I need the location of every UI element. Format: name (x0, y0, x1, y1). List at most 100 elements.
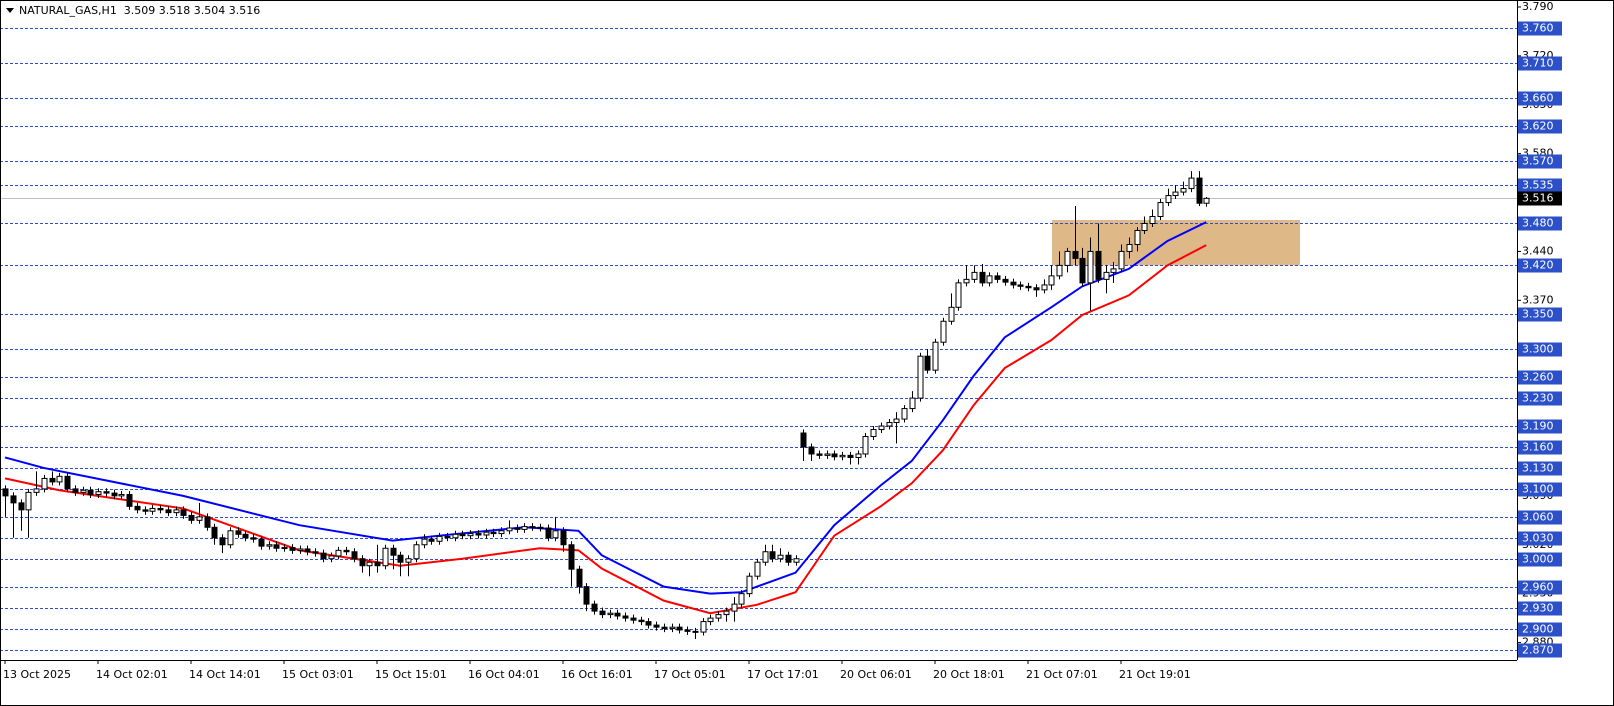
level-label: 2.900 (1522, 623, 1554, 636)
x-tick-label: 14 Oct 02:01 (96, 668, 168, 681)
candle-body (1180, 188, 1187, 193)
candle-body (576, 568, 583, 588)
candle-body (506, 527, 513, 532)
candle-body (204, 516, 211, 528)
candle-body (684, 629, 691, 632)
candle-body (289, 547, 296, 551)
candle-body (72, 488, 79, 493)
candle-body (80, 489, 87, 493)
candle-body (258, 538, 265, 547)
level-label: 3.130 (1522, 462, 1554, 475)
level-label-box (1518, 461, 1562, 476)
candle-body (800, 432, 807, 448)
candle-body (134, 505, 141, 511)
candle-body (552, 530, 559, 539)
candle-body (444, 535, 451, 539)
level-label-box (1518, 307, 1562, 322)
level-label-box (1518, 154, 1562, 169)
menu-arrow (6, 8, 14, 13)
level-label: 3.760 (1522, 22, 1554, 35)
level-label: 3.350 (1522, 308, 1554, 321)
candle-body (986, 275, 993, 284)
level-label-box (1518, 440, 1562, 455)
candle-body (1095, 250, 1102, 280)
x-tick-label: 20 Oct 18:01 (933, 668, 1005, 681)
candle-body (653, 624, 660, 628)
candle-body (669, 626, 676, 630)
candle-body (1064, 250, 1071, 266)
candle-body (227, 530, 234, 546)
level-label: 3.480 (1522, 217, 1554, 230)
level-label-box (1518, 419, 1562, 434)
candle-body (312, 551, 319, 554)
candle-body (1048, 275, 1055, 286)
level-label-box (1518, 482, 1562, 497)
x-tick-label: 16 Oct 16:01 (561, 668, 633, 681)
level-label-box (1518, 342, 1562, 357)
x-tick-label: 21 Oct 07:01 (1026, 668, 1098, 681)
candle-body (994, 275, 1001, 280)
candle-body (909, 397, 916, 410)
level-label: 3.570 (1522, 155, 1554, 168)
candle-body (103, 491, 110, 494)
level-label-box (1518, 119, 1562, 134)
candle-body (10, 495, 17, 504)
candle-body (297, 548, 304, 551)
candle-body (452, 533, 459, 539)
candle-body (25, 491, 32, 511)
candle-body (33, 488, 40, 493)
candle-body (560, 530, 567, 546)
level-label: 3.190 (1522, 420, 1554, 433)
candle-body (824, 453, 831, 456)
candle-body (793, 558, 800, 563)
level-label: 3.535 (1522, 179, 1554, 192)
candle-body (1025, 285, 1032, 289)
level-label: 3.160 (1522, 441, 1554, 454)
level-label: 2.930 (1522, 602, 1554, 615)
level-label-box (1518, 91, 1562, 106)
y-tick-label: 3.790 (1522, 0, 1554, 13)
candle-body (940, 320, 947, 343)
level-label-box (1518, 21, 1562, 36)
candle-body (700, 621, 707, 633)
candle-body (1141, 222, 1148, 231)
candle-body (1041, 284, 1048, 291)
candle-body (211, 526, 218, 539)
level-label: 3.260 (1522, 371, 1554, 384)
candle-body (1188, 177, 1195, 190)
candle-body (839, 454, 846, 458)
candle-body (762, 551, 769, 563)
level-label: 3.000 (1522, 553, 1554, 566)
candle-body (1203, 197, 1210, 204)
candle-body (1196, 177, 1203, 204)
candle-body (979, 271, 986, 284)
candle-body (862, 436, 869, 455)
candle-body (374, 561, 381, 567)
level-label: 2.870 (1522, 644, 1554, 657)
candle-body (847, 454, 854, 458)
x-tick-label: 20 Oct 06:01 (840, 668, 912, 681)
candle-body (645, 621, 652, 626)
candle-body (366, 561, 373, 567)
x-tick-label: 15 Oct 15:01 (375, 668, 447, 681)
candle-body (1172, 191, 1179, 197)
candle-body (971, 271, 978, 280)
x-tick-label: 21 Oct 19:01 (1119, 668, 1191, 681)
candle-body (483, 531, 490, 536)
candle-body (459, 533, 466, 537)
candle-body (870, 429, 877, 438)
y-tick-label: 3.440 (1522, 244, 1554, 257)
candle-body (343, 549, 350, 553)
candle-body (1103, 271, 1110, 280)
candle-body (831, 453, 838, 458)
candle-body (498, 530, 505, 535)
y-tick-label: 3.370 (1522, 293, 1554, 306)
candle-body (281, 547, 288, 550)
x-tick-label: 16 Oct 04:01 (468, 668, 540, 681)
level-label-box (1518, 178, 1562, 193)
level-label-box (1518, 552, 1562, 567)
level-label: 3.710 (1522, 57, 1554, 70)
candle-body (1087, 250, 1094, 284)
candle-body (351, 551, 358, 560)
candle-body (638, 619, 645, 623)
